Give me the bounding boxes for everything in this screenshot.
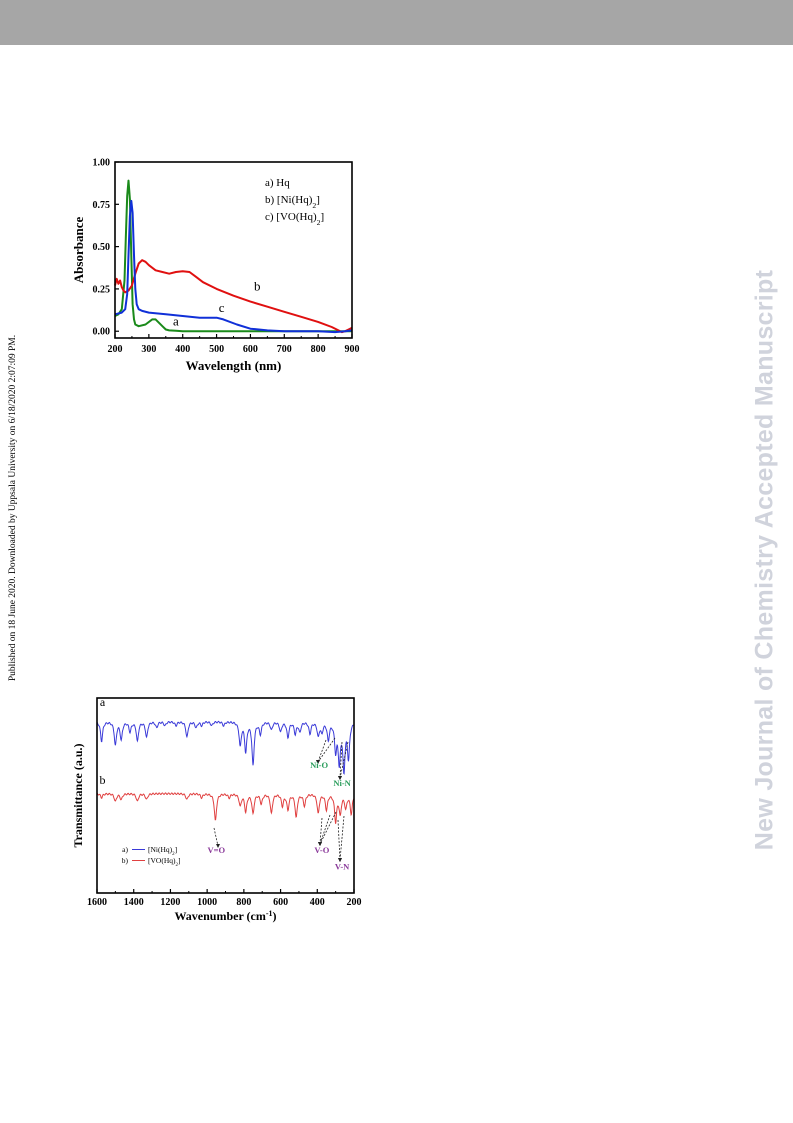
annotation-arrow — [337, 819, 341, 861]
spectrum-line-a — [96, 720, 354, 775]
annotation-arrow — [339, 741, 349, 779]
x-tick-label: 200 — [108, 344, 123, 355]
y-tick-label: 1.00 — [93, 158, 111, 169]
x-tick-label: 700 — [277, 344, 292, 355]
legend-entry: a) Hq — [265, 177, 290, 189]
x-tick-label: 1000 — [197, 897, 217, 908]
x-tick-label: 1400 — [124, 897, 144, 908]
x-tick-label: 800 — [236, 897, 251, 908]
arrow-head — [338, 776, 342, 780]
x-tick-label: 400 — [175, 344, 190, 355]
x-tick-label: 300 — [141, 344, 156, 355]
peak-annotation: V=O — [208, 845, 226, 855]
x-tick-label: 600 — [243, 344, 258, 355]
x-tick-label: 600 — [273, 897, 288, 908]
header-bar — [0, 0, 793, 45]
y-axis-title: Absorbance — [71, 217, 86, 284]
annotation-arrow — [213, 827, 219, 847]
curve-label: b — [100, 773, 106, 787]
x-tick-label: 500 — [209, 344, 224, 355]
legend-label: [VO(Hq)2] — [148, 856, 181, 868]
legend-tag: a) — [122, 845, 128, 854]
curve-label: b — [254, 279, 261, 294]
peak-annotation: V-O — [314, 845, 329, 855]
y-tick-label: 0.75 — [93, 200, 111, 211]
legend-entry: b) [Ni(Hq)2] — [265, 194, 320, 210]
curve-label: c — [219, 300, 225, 315]
x-axis-title: Wavelength (nm) — [186, 358, 282, 373]
annotation-arrow — [339, 815, 345, 861]
series-line-a — [114, 179, 352, 333]
x-axis-title: Wavenumber (cm-1) — [174, 909, 276, 924]
legend-tag: b) — [122, 856, 129, 865]
x-tick-label: 800 — [311, 344, 326, 355]
annotation-arrow — [319, 811, 337, 845]
y-tick-label: 0.25 — [93, 284, 111, 295]
annotation-arrow — [339, 741, 343, 779]
x-tick-label: 400 — [310, 897, 325, 908]
peak-annotation: V-N — [335, 862, 350, 872]
peak-annotation: Ni-O — [310, 760, 328, 770]
arrow-head — [316, 760, 320, 764]
peak-annotation: Ni-N — [333, 778, 351, 788]
y-tick-label: 0.50 — [93, 242, 111, 253]
annotation-arrow — [319, 817, 323, 845]
arrow-head — [318, 842, 322, 846]
annotation-arrow — [319, 814, 331, 845]
x-tick-label: 900 — [345, 344, 360, 355]
legend-label: [Ni(Hq)2] — [148, 845, 177, 857]
x-tick-label: 1200 — [160, 897, 180, 908]
y-axis-title: Transmittance (a.u.) — [71, 743, 85, 847]
curve-label: a — [100, 695, 106, 709]
annotation-arrow — [317, 739, 327, 763]
annotation-arrow — [317, 737, 336, 763]
y-tick-label: 0.00 — [93, 327, 111, 338]
spectrum-line-b — [96, 792, 355, 824]
x-tick-label: 1600 — [87, 897, 107, 908]
arrow-head — [216, 844, 220, 848]
series-line-c — [114, 199, 353, 334]
arrow-head — [338, 858, 342, 862]
series-line-b — [114, 259, 353, 334]
x-tick-label: 200 — [347, 897, 362, 908]
legend-entry: c) [VO(Hq)2] — [265, 211, 324, 227]
curve-label: a — [173, 313, 179, 328]
